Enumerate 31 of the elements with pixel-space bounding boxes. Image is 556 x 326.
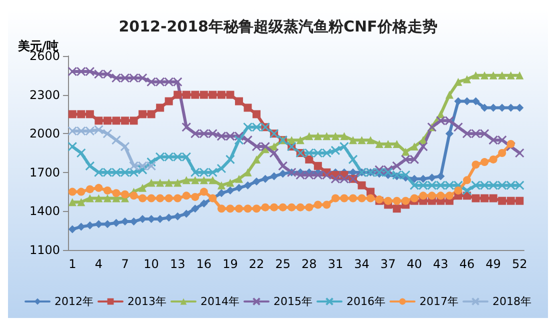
y-tick-label: 2300 [29,88,60,102]
legend-label: 2012年 [54,295,94,308]
y-tick-label: 1700 [29,165,60,180]
x-tick-label: 4 [94,257,103,271]
x-tick-label: 16 [196,257,212,271]
legend-label: 2017年 [419,295,458,308]
x-tick-label: 43 [433,257,448,271]
x-tick-label: 46 [459,257,475,271]
legend-label: 2015年 [274,295,313,308]
legend-label: 2014年 [200,295,240,308]
x-tick-label: 10 [144,257,159,271]
x-tick-label: 28 [302,257,317,271]
x-tick-label: 7 [121,257,129,271]
x-tick-label: 49 [486,257,501,271]
legend-label: 2016年 [346,295,386,308]
x-tick-label: 1 [68,257,76,271]
legend-label: 2013年 [128,295,167,308]
x-tick-label: 52 [512,257,528,271]
x-tick-label: 37 [380,257,396,271]
x-tick-label: 19 [222,257,238,271]
y-tick-label: 1100 [29,243,60,257]
legend-label: 2018年 [492,295,532,308]
x-tick-label: 31 [328,257,344,271]
y-tick-label: 2000 [29,126,60,141]
x-tick-label: 13 [170,257,186,271]
y-tick-label: 1400 [29,204,60,218]
x-tick-label: 40 [406,257,422,271]
chart-title: 2012-2018年秘鲁超级蒸汽鱼粉CNF价格走势 [118,18,438,36]
x-tick-label: 25 [275,257,290,271]
x-tick-label: 34 [354,257,370,271]
x-tick-label: 22 [248,257,264,271]
